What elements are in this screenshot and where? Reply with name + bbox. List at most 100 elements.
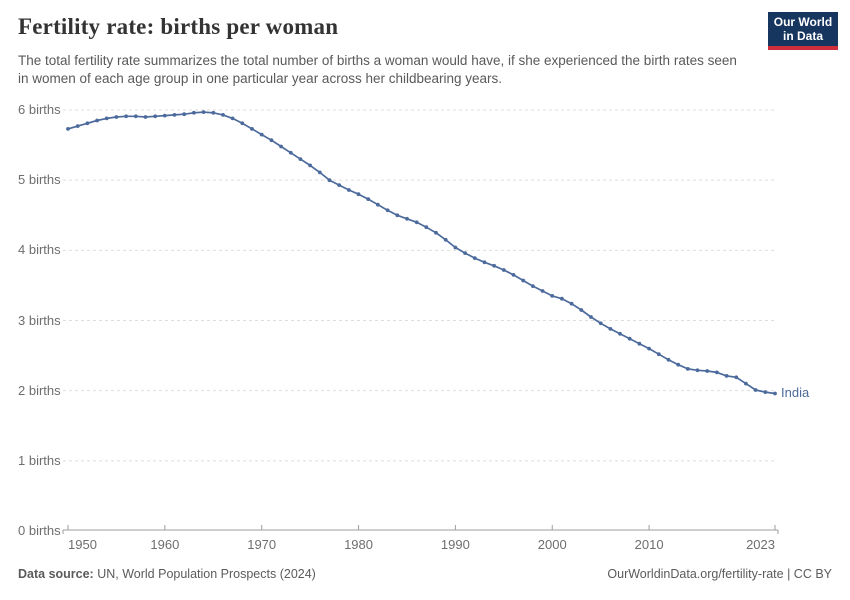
data-point: [753, 388, 758, 392]
line-series-india[interactable]: [67, 111, 776, 395]
data-point: [734, 375, 739, 380]
x-tick-label: 2000: [537, 537, 567, 552]
data-point: [230, 116, 235, 121]
data-point: [337, 183, 342, 188]
data-point: [85, 121, 90, 126]
owid-logo[interactable]: Our World in Data: [768, 12, 838, 50]
data-point: [501, 268, 506, 272]
x-tick-label: 1980: [344, 537, 373, 552]
owid-logo-text-line1: Our World: [773, 15, 833, 29]
data-point: [133, 114, 138, 119]
data-point: [676, 362, 681, 367]
data-point: [598, 321, 603, 326]
data-point: [259, 132, 264, 137]
data-point: [211, 110, 216, 115]
data-point: [463, 251, 467, 256]
data-point: [443, 237, 448, 242]
data-point: [773, 391, 777, 396]
data-point: [589, 315, 593, 319]
data-source-label: Data source:: [18, 567, 94, 581]
data-point: [618, 331, 622, 336]
data-point: [192, 110, 196, 115]
x-tick-label: 1950: [68, 537, 97, 552]
owid-logo-text-line2: in Data: [782, 28, 823, 43]
y-tick-label: 1 births: [18, 452, 61, 468]
data-point: [453, 245, 458, 250]
data-point: [724, 374, 729, 378]
data-point: [550, 294, 555, 298]
data-point: [763, 390, 768, 394]
data-point: [492, 263, 496, 268]
data-point: [143, 115, 148, 119]
data-point: [656, 352, 661, 357]
page-title: Fertility rate: births per woman: [18, 14, 339, 39]
chart-footer: Data source: UN, World Population Prospe…: [18, 567, 832, 581]
data-point: [395, 213, 400, 218]
data-point: [95, 118, 99, 123]
data-point: [405, 216, 409, 221]
data-point: [172, 113, 177, 117]
y-tick-label: 0 births: [18, 523, 61, 538]
x-tick-label: 2010: [634, 537, 664, 552]
data-point: [511, 273, 516, 277]
data-point: [347, 188, 351, 192]
data-point: [153, 114, 158, 119]
data-point: [744, 381, 748, 386]
x-tick-label: 1990: [440, 537, 470, 552]
data-point: [66, 126, 70, 131]
data-point: [666, 357, 671, 362]
chart-subtitle: The total fertility rate summarizes the …: [18, 53, 737, 86]
data-point: [705, 369, 710, 373]
data-point: [695, 368, 700, 373]
data-point: [385, 208, 390, 213]
data-point: [424, 225, 429, 230]
data-point: [279, 144, 283, 149]
data-point: [201, 110, 206, 114]
attribution-link[interactable]: OurWorldinData.org/fertility-rate | CC B…: [607, 567, 832, 581]
data-point: [608, 327, 613, 331]
data-point: [327, 178, 332, 183]
y-tick-label: 2 births: [18, 382, 61, 398]
data-point: [124, 114, 128, 119]
data-point: [482, 260, 487, 265]
data-point: [269, 138, 274, 143]
data-source: Data source: UN, World Population Prospe…: [18, 567, 316, 581]
data-point: [75, 124, 80, 128]
data-point: [560, 296, 564, 301]
data-point: [521, 278, 526, 283]
data-point: [317, 170, 322, 175]
data-point: [647, 346, 651, 351]
data-point: [250, 126, 254, 131]
x-tick-label: 1960: [150, 537, 180, 552]
y-tick-label: 5 births: [18, 172, 61, 188]
entity-label-india[interactable]: India: [781, 385, 810, 401]
data-point: [569, 301, 574, 306]
data-point: [434, 230, 438, 235]
data-point: [240, 121, 245, 126]
data-point: [540, 289, 545, 293]
data-point: [376, 202, 380, 207]
data-point: [221, 113, 225, 117]
y-tick-label: 4 births: [18, 242, 61, 258]
data-point: [579, 308, 584, 312]
x-tick-label: 1970: [247, 537, 277, 552]
y-tick-label: 6 births: [18, 102, 61, 117]
data-point: [356, 192, 361, 197]
data-point: [182, 112, 187, 117]
y-tick-label: 3 births: [18, 312, 61, 328]
data-point: [366, 197, 371, 202]
data-point: [114, 115, 119, 119]
data-point: [472, 256, 477, 260]
data-point: [637, 341, 642, 346]
data-point: [627, 336, 632, 341]
data-source-value: UN, World Population Prospects (2024): [97, 567, 316, 581]
data-point: [715, 370, 719, 375]
data-point: [288, 150, 293, 155]
x-tick-label: 2023: [746, 537, 775, 552]
data-point: [104, 116, 109, 121]
data-point: [308, 163, 312, 168]
data-point: [531, 284, 535, 288]
